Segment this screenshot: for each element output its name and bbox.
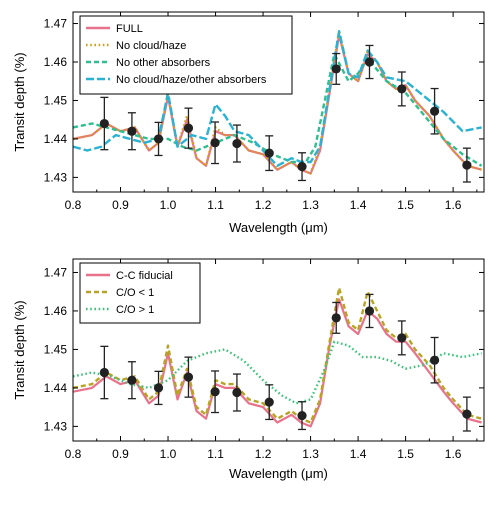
plot-frame bbox=[72, 11, 485, 193]
y-tick-label: 1.44 bbox=[44, 381, 68, 395]
x-tick-label: 1.3 bbox=[302, 447, 319, 461]
data-point bbox=[153, 383, 164, 393]
y-tick-label: 1.46 bbox=[44, 304, 68, 318]
legend-box bbox=[79, 262, 201, 324]
legend-label: No other absorbers bbox=[116, 57, 211, 69]
x-tick-label: 0.9 bbox=[112, 447, 129, 461]
x-tick-label: 1.5 bbox=[397, 447, 414, 461]
data-point bbox=[210, 138, 220, 148]
legend-label: No cloud/haze/other absorbers bbox=[116, 74, 267, 86]
series-line-2 bbox=[73, 340, 482, 405]
plot-frame bbox=[72, 258, 485, 442]
y-tick-label: 1.46 bbox=[44, 55, 68, 69]
x-axis-title: Wavelength (μm) bbox=[229, 466, 328, 481]
y-tick-label: 1.43 bbox=[44, 170, 68, 184]
y-tick-label: 1.44 bbox=[44, 132, 68, 146]
data-point bbox=[364, 306, 375, 316]
data-point bbox=[264, 397, 274, 407]
legend-label: C-C fiducial bbox=[116, 270, 173, 282]
series-line-2 bbox=[73, 53, 483, 167]
x-tick-label: 0.8 bbox=[65, 447, 82, 461]
data-point bbox=[183, 123, 194, 133]
series-line-3 bbox=[73, 30, 482, 167]
legend-box bbox=[79, 15, 293, 95]
x-tick-label: 0.9 bbox=[112, 198, 129, 212]
y-axis-title: Transit depth (%) bbox=[12, 52, 27, 151]
x-tick-label: 1.3 bbox=[302, 198, 319, 212]
data-point bbox=[331, 64, 341, 74]
x-tick-label: 1.4 bbox=[350, 198, 367, 212]
y-tick-label: 1.43 bbox=[44, 419, 68, 433]
legend-label: C/O > 1 bbox=[116, 304, 154, 316]
x-tick-label: 1.4 bbox=[350, 447, 367, 461]
data-point bbox=[429, 355, 440, 365]
data-point bbox=[364, 57, 375, 67]
x-tick-label: 0.8 bbox=[65, 198, 82, 212]
x-tick-label: 1.2 bbox=[255, 447, 272, 461]
data-point bbox=[331, 313, 341, 323]
data-point bbox=[232, 387, 242, 398]
bottom-chart-panel: 0.8 0.9 1.0 1.1 1.2 1.3 1.4 1.5 1.6 1.43 1.44 1.45 1… bbox=[12, 258, 485, 481]
legend: FULL No cloud/haze No other absorbers No cl… bbox=[79, 15, 293, 95]
data-point bbox=[183, 372, 194, 382]
data-point bbox=[99, 118, 109, 129]
x-tick-label: 1.6 bbox=[445, 447, 462, 461]
data-point bbox=[153, 134, 164, 144]
data-point bbox=[127, 126, 137, 136]
legend-label: No cloud/haze bbox=[116, 40, 186, 52]
data-point bbox=[232, 138, 242, 149]
y-tick-label: 1.47 bbox=[44, 265, 68, 279]
x-tick-label: 1.0 bbox=[160, 447, 177, 461]
data-point bbox=[397, 84, 407, 94]
data-point bbox=[297, 162, 307, 172]
legend-label: C/O < 1 bbox=[116, 287, 154, 299]
y-tick-label: 1.47 bbox=[44, 17, 68, 31]
observations bbox=[99, 44, 472, 183]
x-tick-label: 1.2 bbox=[255, 198, 272, 212]
data-point bbox=[99, 367, 109, 378]
data-point bbox=[429, 106, 440, 116]
data-point bbox=[397, 333, 407, 343]
data-point bbox=[210, 387, 220, 397]
x-tick-label: 1.6 bbox=[445, 198, 462, 212]
x-tick-label: 1.0 bbox=[160, 198, 177, 212]
y-tick-label: 1.45 bbox=[44, 342, 68, 356]
y-tick-label: 1.45 bbox=[44, 93, 68, 107]
legend: C-C fiducial C/O < 1 C/O > 1 bbox=[79, 262, 201, 324]
data-point bbox=[462, 409, 472, 419]
legend-label: FULL bbox=[116, 23, 143, 35]
x-tick-label: 1.1 bbox=[207, 447, 224, 461]
data-point bbox=[462, 160, 472, 170]
y-axis-title: Transit depth (%) bbox=[12, 300, 27, 399]
data-point bbox=[264, 148, 274, 158]
x-tick-label: 1.5 bbox=[397, 198, 414, 212]
data-point bbox=[297, 411, 307, 421]
data-point bbox=[127, 375, 137, 385]
observations bbox=[99, 293, 472, 432]
x-axis-title: Wavelength (μm) bbox=[229, 220, 328, 235]
x-tick-label: 1.1 bbox=[207, 198, 224, 212]
top-chart-panel: 0.8 0.9 1.0 1.1 1.2 1.3 1.4 1.5 1.6 1.43 1.44 1.45 1… bbox=[12, 11, 485, 235]
